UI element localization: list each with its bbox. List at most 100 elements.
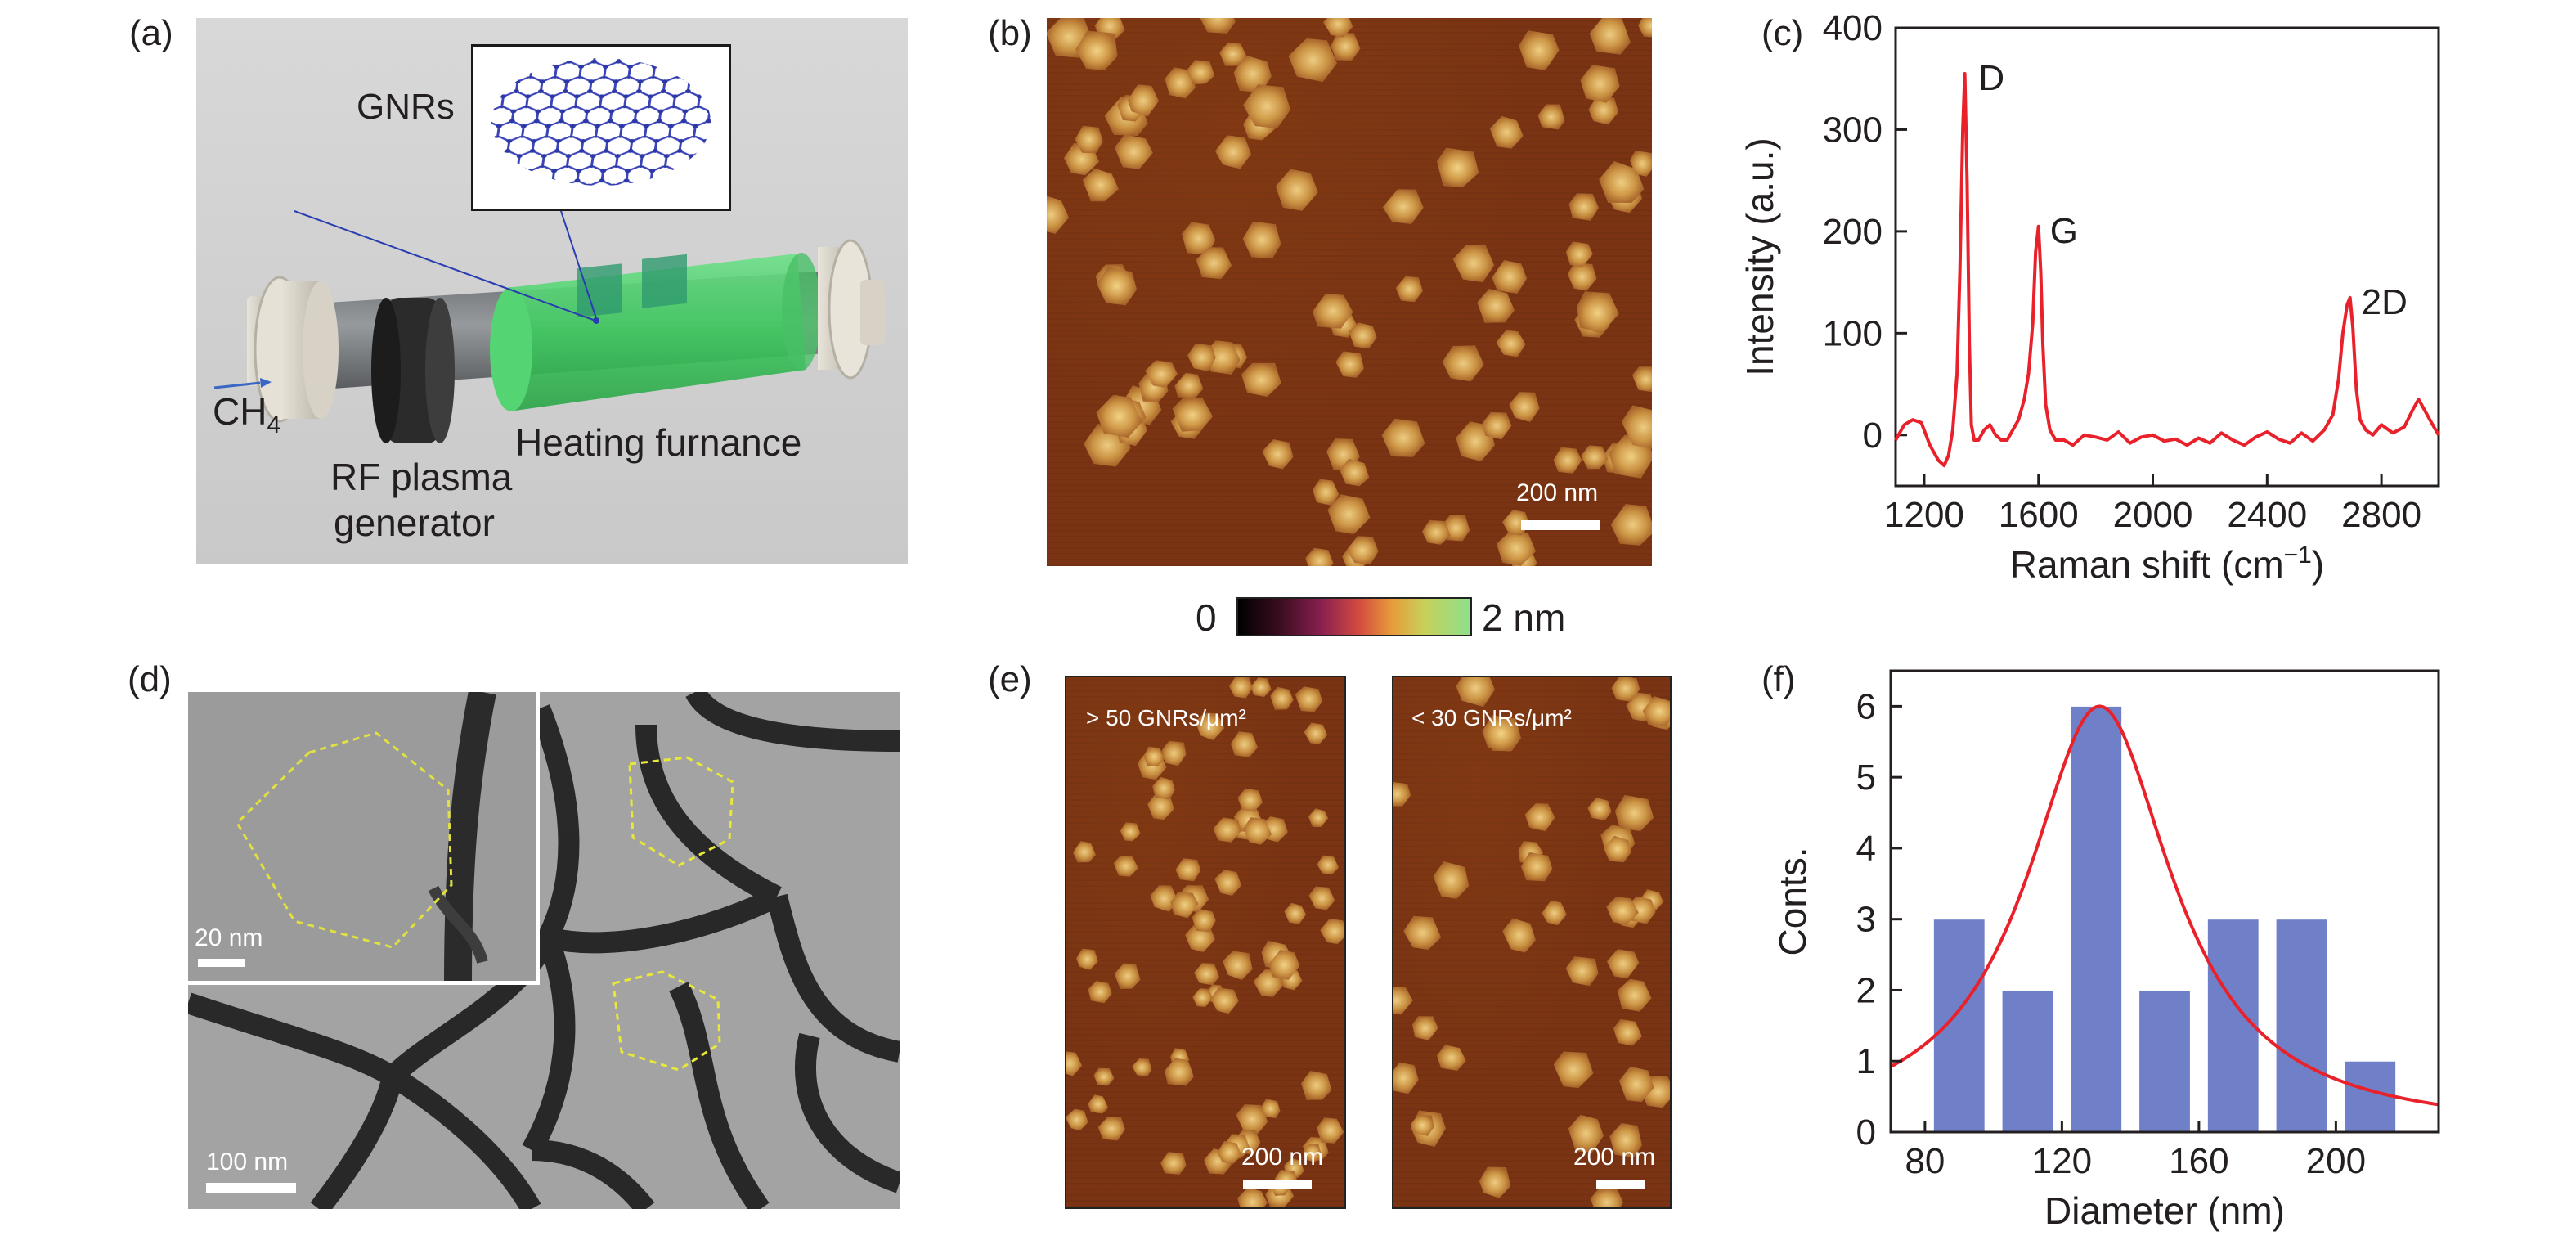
afm-particle xyxy=(1568,193,1599,221)
x-axis-label: Diameter (nm) xyxy=(2044,1189,2285,1232)
height-colorbar xyxy=(1236,597,1472,636)
afm-particle xyxy=(1599,161,1645,203)
afm-particle xyxy=(1284,902,1307,924)
afm-particle xyxy=(1335,351,1364,378)
afm-particle xyxy=(1589,18,1631,55)
afm-image-high-density: > 50 GNRs/μm² 200 nm xyxy=(1065,676,1346,1209)
afm-particle xyxy=(1327,494,1371,534)
afm-particle xyxy=(1642,696,1670,727)
afm-particle xyxy=(1268,950,1300,980)
afm-particle xyxy=(1588,95,1618,125)
afm-particle xyxy=(1436,1045,1466,1071)
afm-particle xyxy=(1437,147,1479,188)
peak-label-d: D xyxy=(1978,58,2004,98)
furnace-label: Heating furnance xyxy=(515,421,802,464)
colorbar-min-label: 0 xyxy=(1196,596,1217,639)
hexagon-outline-1 xyxy=(628,756,734,867)
afm-particles xyxy=(1393,677,1670,1207)
afm-particle xyxy=(1237,1187,1268,1207)
afm-particle xyxy=(1219,42,1247,66)
x-tick-label: 120 xyxy=(2032,1141,2092,1181)
afm-particle xyxy=(1147,793,1174,820)
y-tick-label: 1 xyxy=(1856,1041,1876,1081)
afm-particle xyxy=(1412,1016,1438,1040)
afm-particle xyxy=(1301,1071,1332,1100)
panel-label-f: (f) xyxy=(1761,659,1796,699)
colorbar-max-label: 2 nm xyxy=(1482,596,1566,639)
afm-particle xyxy=(1088,1094,1109,1114)
afm-particle xyxy=(1618,1067,1654,1103)
afm-particle xyxy=(1395,276,1423,303)
left-flange xyxy=(247,276,339,423)
inset-scalebar-label: 20 nm xyxy=(195,924,263,951)
afm-particle xyxy=(1187,344,1216,371)
panel-label-e: (e) xyxy=(988,659,1032,699)
afm-particle xyxy=(1214,870,1241,896)
afm-particle xyxy=(1638,18,1652,38)
lorentzian-fit-line xyxy=(1890,704,2439,1107)
afm-particle xyxy=(1492,260,1528,294)
afm-particle xyxy=(1192,988,1213,1008)
graphene-lattice-icon xyxy=(491,58,711,186)
histogram-bar xyxy=(2206,919,2260,1133)
afm-particle xyxy=(1114,963,1141,989)
histogram-bar xyxy=(2070,705,2123,1133)
afm-particle xyxy=(1631,366,1652,393)
y-tick-label: 0 xyxy=(1863,416,1883,456)
afm-particle xyxy=(1520,852,1553,882)
plasma-label-line2: generator xyxy=(334,501,495,544)
x-tick-label: 2400 xyxy=(2227,495,2307,535)
afm-particle xyxy=(1308,886,1335,910)
afm-particle xyxy=(1542,901,1567,926)
afm-particle xyxy=(1433,861,1470,899)
afm-particle xyxy=(1213,817,1241,843)
afm-particle xyxy=(1165,1058,1194,1086)
y-tick-label: 5 xyxy=(1856,757,1876,798)
afm-particle xyxy=(1229,677,1253,699)
afm-particle xyxy=(1210,987,1239,1014)
afm-particle xyxy=(1509,392,1540,422)
afm-particle xyxy=(1610,504,1652,546)
panel-label-b: (b) xyxy=(988,13,1032,53)
y-axis-label: Conts. xyxy=(1771,847,1814,956)
afm-particle xyxy=(1261,1099,1281,1119)
gnr-inset xyxy=(471,44,731,211)
afm-particle xyxy=(1303,1144,1322,1162)
heating-furnace xyxy=(490,253,821,411)
afm-particle xyxy=(1243,817,1272,845)
scalebar-e1-label: 200 nm xyxy=(1241,1144,1324,1171)
afm-particle xyxy=(1340,458,1370,487)
afm-particle xyxy=(1150,885,1178,912)
afm-particle xyxy=(1128,84,1159,117)
y-axis-label: Intensity (a.u.) xyxy=(1739,137,1781,375)
inset-scalebar-bar xyxy=(198,959,245,967)
tem-image-d: 20 nm 100 nm xyxy=(188,692,900,1209)
afm-particle xyxy=(1145,360,1178,388)
afm-particle xyxy=(1609,1123,1642,1157)
y-tick-label: 0 xyxy=(1856,1112,1876,1153)
afm-particle xyxy=(1288,38,1337,83)
afm-particle xyxy=(1565,241,1593,267)
afm-particle xyxy=(1452,244,1495,283)
main-scalebar-bar xyxy=(206,1183,296,1193)
afm-particle xyxy=(1217,1140,1242,1165)
afm-particle xyxy=(1082,168,1119,202)
afm-particle xyxy=(1223,951,1253,980)
afm-particle xyxy=(1172,398,1213,432)
afm-particle xyxy=(1456,677,1495,708)
afm-particle xyxy=(1576,291,1619,334)
rf-plasma-coil xyxy=(371,298,455,443)
afm-particle xyxy=(1442,345,1484,382)
afm-particle xyxy=(1393,782,1411,807)
afm-particle xyxy=(1113,856,1138,877)
afm-particle xyxy=(1195,712,1225,740)
afm-particle xyxy=(1590,1188,1623,1207)
afm-particle xyxy=(1152,776,1175,800)
tem-inset-illustration xyxy=(236,692,496,981)
y-tick-label: 6 xyxy=(1856,686,1876,726)
afm-particle xyxy=(1182,222,1216,255)
afm-particle xyxy=(1502,918,1536,953)
afm-particle xyxy=(1606,949,1640,978)
afm-particle xyxy=(1317,855,1340,875)
afm-particle xyxy=(1568,1114,1604,1153)
